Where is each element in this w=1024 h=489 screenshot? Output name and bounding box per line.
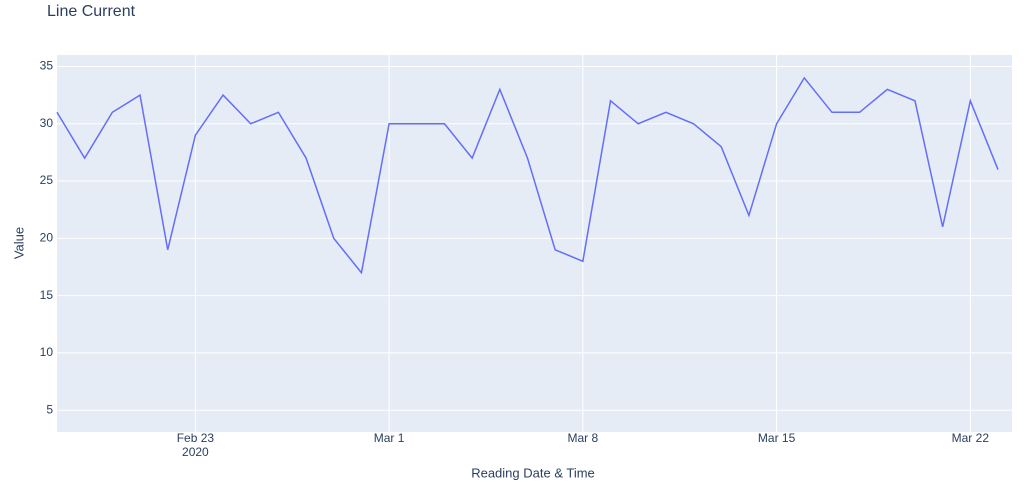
y-axis-title: Value	[11, 227, 26, 259]
x-tick-year: 2020	[182, 445, 209, 459]
y-tick-label: 30	[40, 116, 54, 130]
x-tick-label: Mar 15	[758, 431, 796, 445]
y-tick-label: 25	[40, 173, 54, 187]
chart-title: Line Current	[47, 3, 136, 20]
x-tick-label: Mar 1	[374, 431, 405, 445]
y-tick-label: 35	[40, 59, 54, 73]
y-tick-label: 20	[40, 231, 54, 245]
y-tick-label: 5	[46, 402, 53, 416]
plot-area	[57, 55, 1012, 432]
y-tick-label: 15	[40, 288, 54, 302]
x-tick-label: Mar 22	[952, 431, 990, 445]
x-tick-label: Mar 8	[568, 431, 599, 445]
y-tick-label: 10	[40, 345, 54, 359]
x-tick-label: Feb 23	[177, 431, 215, 445]
data-line	[56, 76, 999, 275]
x-axis-title: Reading Date & Time	[471, 465, 595, 480]
